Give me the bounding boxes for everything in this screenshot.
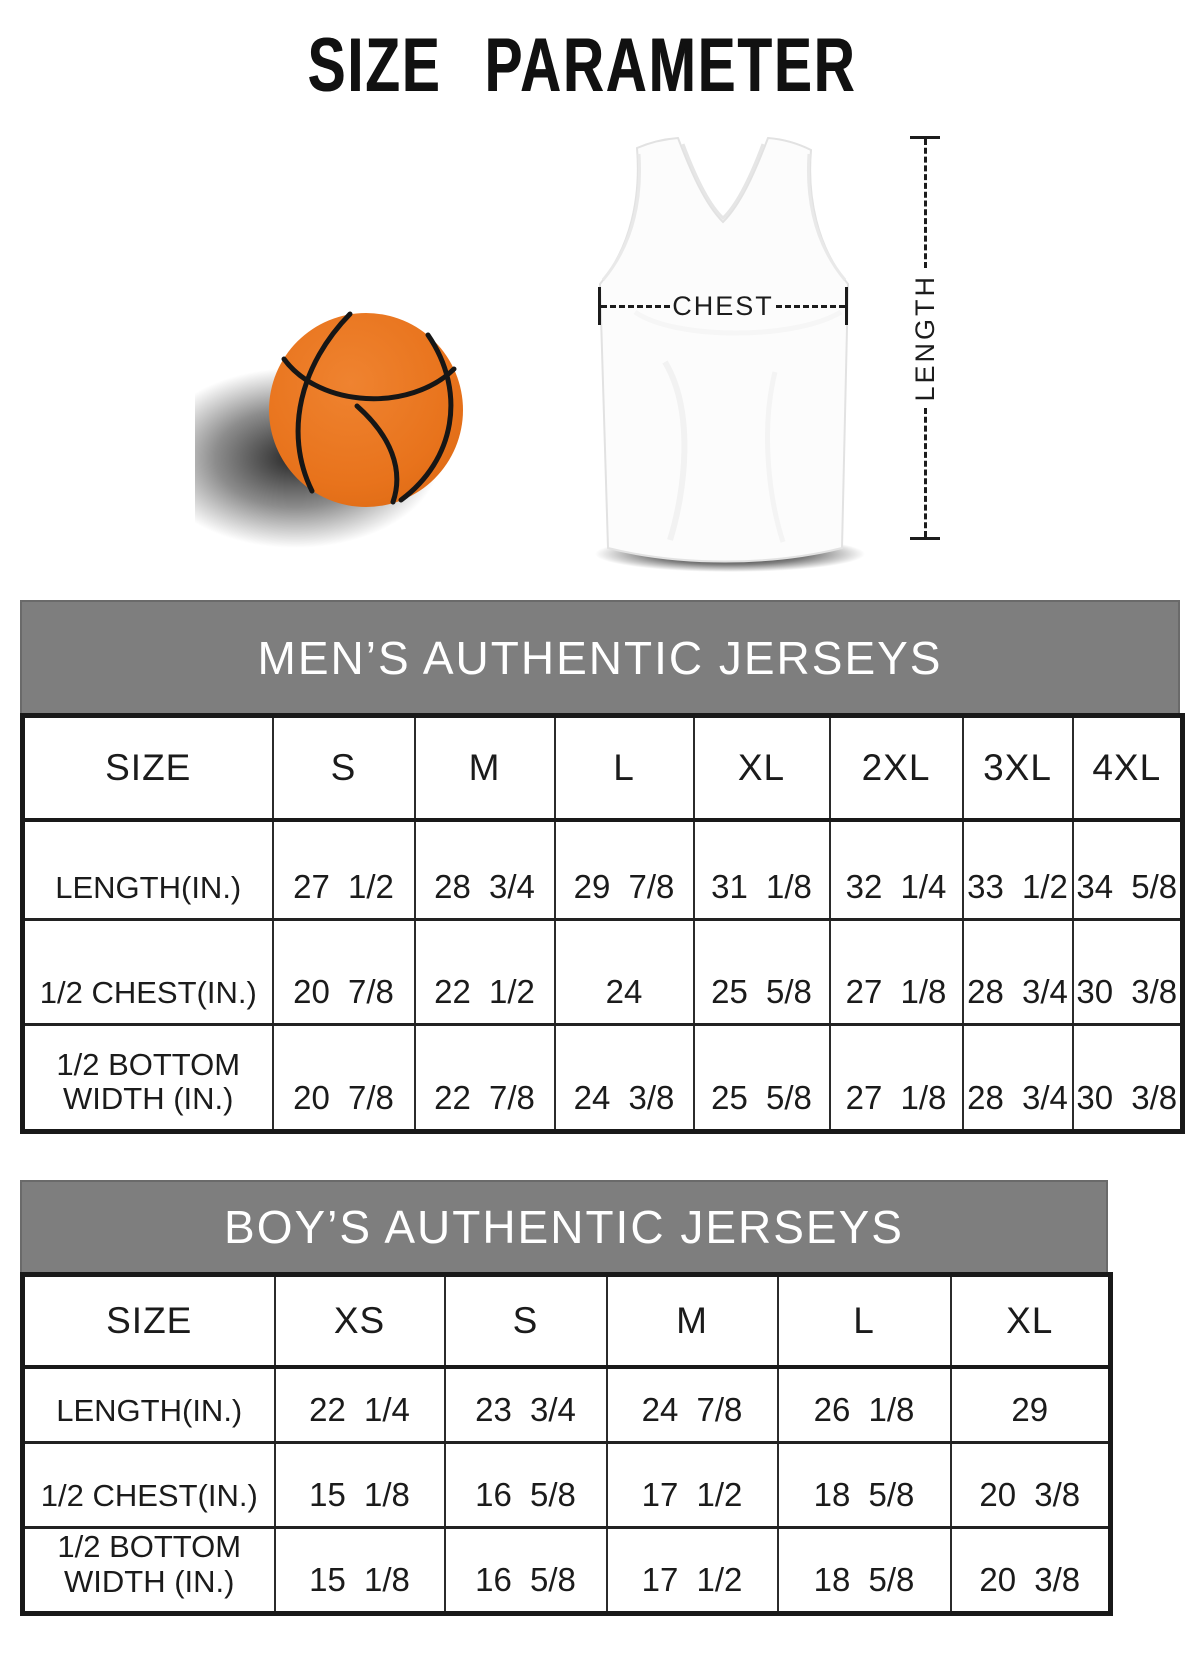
measurement-label: LENGTH(IN.)	[21, 818, 274, 921]
measurement-value: 20 7/8	[271, 1023, 416, 1133]
measurement-value: 29	[949, 1365, 1112, 1444]
size-column-header: L	[553, 714, 695, 822]
size-column-header: XL	[949, 1273, 1112, 1369]
measurement-value: 27 1/2	[271, 818, 416, 921]
basketball-icon	[195, 311, 463, 548]
chest-measure-line: CHEST	[598, 287, 849, 325]
measurement-value: 28 3/4	[961, 918, 1074, 1026]
measurement-value: 16 5/8	[443, 1525, 608, 1615]
measurement-label: LENGTH(IN.)	[21, 1365, 276, 1444]
measurement-value: 32 1/4	[828, 818, 964, 921]
measurement-row: 1/2 CHEST(IN.) 15 1/8 16 5/8 17 1/2 18 5/8 20…	[21, 1441, 1112, 1529]
dashed-segment	[775, 304, 846, 308]
size-column-header: 3XL	[961, 714, 1074, 822]
chest-label: CHEST	[672, 290, 774, 321]
mens-table-title: MEN’S AUTHENTIC JERSEYS	[20, 600, 1180, 713]
size-column-header: M	[605, 1273, 779, 1369]
size-column-header: L	[776, 1273, 952, 1369]
measurement-value: 30 3/8	[1071, 918, 1184, 1026]
tick-bottom	[910, 537, 940, 540]
measurement-value: 31 1/8	[692, 818, 831, 921]
measurement-value: 28 3/4	[961, 1023, 1074, 1133]
boys-size-table: SIZE XS S M L XL LENGTH(IN.) 22 1/4 23 3/4 24 7/8…	[20, 1272, 1113, 1617]
measurement-value: 22 7/8	[413, 1023, 556, 1133]
measurement-value: 20 7/8	[271, 918, 416, 1026]
size-header-row: SIZE XS S M L XL	[21, 1273, 1112, 1369]
measurement-value: 22 1/2	[413, 918, 556, 1026]
dashed-segment	[601, 304, 671, 308]
measurement-row: 1/2 BOTTOM WIDTH (IN.) 15 1/8 16 5/8 17 1/2…	[21, 1525, 1112, 1615]
measurement-label: 1/2 BOTTOM WIDTH (IN.)	[21, 1525, 276, 1615]
jersey-icon	[595, 136, 865, 572]
measurement-label: 1/2 CHEST(IN.)	[21, 1441, 276, 1529]
measurement-value: 29 7/8	[553, 818, 695, 921]
tick-right	[845, 287, 849, 325]
measurement-value: 26 1/8	[776, 1365, 952, 1444]
ball-seams	[281, 311, 457, 505]
measurement-value: 18 5/8	[776, 1525, 952, 1615]
measurement-value: 30 3/8	[1071, 1023, 1184, 1133]
size-column-header: XS	[273, 1273, 446, 1369]
size-column-header: 2XL	[828, 714, 964, 822]
size-corner-header: SIZE	[21, 1273, 276, 1369]
jersey-details	[601, 143, 847, 543]
measurement-row: LENGTH(IN.) 22 1/4 23 3/4 24 7/8 26 1/8 29	[21, 1365, 1112, 1444]
measurement-value: 15 1/8	[273, 1525, 446, 1615]
measurement-value: 20 3/8	[949, 1525, 1112, 1615]
measurement-label: 1/2 BOTTOM WIDTH (IN.)	[21, 1023, 274, 1133]
mens-jerseys-section: MEN’S AUTHENTIC JERSEYS SIZE S M L XL 2XL 3XL 4…	[20, 600, 1185, 1134]
measurement-value: 23 3/4	[443, 1365, 608, 1444]
measurement-value: 25 5/8	[692, 1023, 831, 1133]
length-label: LENGTH	[909, 274, 940, 402]
size-column-header: S	[271, 714, 416, 822]
size-column-header: 4XL	[1071, 714, 1184, 822]
measurement-value: 24	[553, 918, 695, 1026]
size-header-row: SIZE S M L XL 2XL 3XL 4XL	[21, 714, 1184, 822]
measurement-value: 16 5/8	[443, 1441, 608, 1529]
measurement-label: 1/2 CHEST(IN.)	[21, 918, 274, 1026]
measurement-value: 34 5/8	[1071, 818, 1184, 921]
measurement-value: 17 1/2	[605, 1525, 779, 1615]
measurement-value: 15 1/8	[273, 1441, 446, 1529]
page-title: SIZE PARAMETER	[307, 23, 857, 108]
measurement-value: 20 3/8	[949, 1441, 1112, 1529]
measurement-value: 22 1/4	[273, 1365, 446, 1444]
dashed-segment	[923, 139, 927, 269]
measurement-row: 1/2 CHEST(IN.) 20 7/8 22 1/2 24 25 5/8 27 1/8…	[21, 918, 1184, 1026]
measurement-value: 24 7/8	[605, 1365, 779, 1444]
measurement-value: 33 1/2	[961, 818, 1074, 921]
jersey-body	[598, 136, 850, 563]
boys-jerseys-section: BOY’S AUTHENTIC JERSEYS SIZE XS S M L XL LENGT…	[20, 1180, 1113, 1617]
measurement-value: 27 1/8	[828, 918, 964, 1026]
tick-left	[598, 287, 601, 325]
tick-top	[910, 136, 940, 139]
measurement-row: LENGTH(IN.) 27 1/2 28 3/4 29 7/8 31 1/8 32 1/…	[21, 818, 1184, 921]
boys-table-title: BOY’S AUTHENTIC JERSEYS	[20, 1180, 1108, 1272]
measurement-value: 28 3/4	[413, 818, 556, 921]
measurement-value: 17 1/2	[605, 1441, 779, 1529]
length-measure-line: LENGTH	[905, 136, 945, 540]
measurement-value: 18 5/8	[776, 1441, 952, 1529]
size-column-header: M	[413, 714, 556, 822]
size-corner-header: SIZE	[21, 714, 274, 822]
measurement-value: 27 1/8	[828, 1023, 964, 1133]
measurement-value: 25 5/8	[692, 918, 831, 1026]
size-column-header: S	[443, 1273, 608, 1369]
size-column-header: XL	[692, 714, 831, 822]
measurement-value: 24 3/8	[553, 1023, 695, 1133]
mens-size-table: SIZE S M L XL 2XL 3XL 4XL LENGTH(IN.) 27 1/2 28 3/…	[20, 713, 1185, 1134]
dashed-segment	[923, 407, 927, 537]
measurement-row: 1/2 BOTTOM WIDTH (IN.) 20 7/8 22 7/8 24 3/8…	[21, 1023, 1184, 1133]
